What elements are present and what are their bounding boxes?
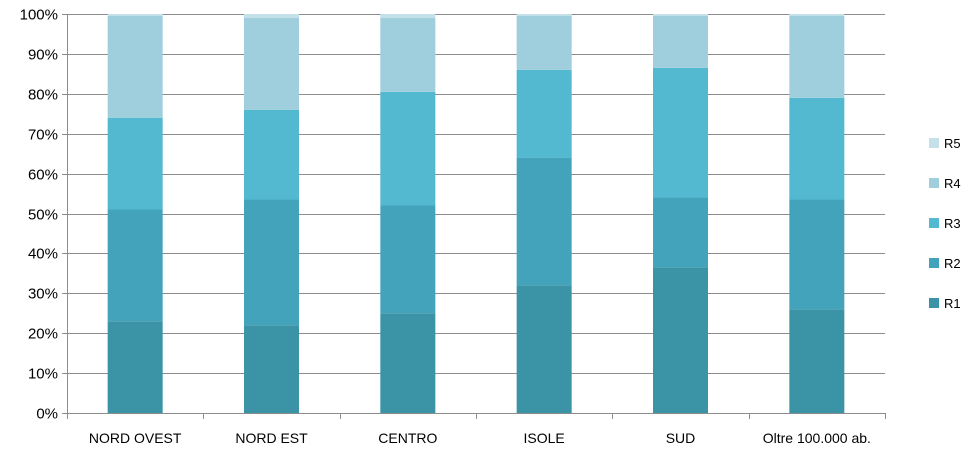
bar-segment-r4	[107, 15, 163, 118]
y-tick-label: 0%	[36, 406, 58, 423]
legend-label-r3: R3	[944, 216, 961, 231]
bar-segment-r3	[380, 91, 436, 206]
bar-segment-r5	[789, 14, 845, 16]
axes	[62, 14, 886, 419]
legend-swatch-r2	[929, 258, 939, 268]
legend-swatch-r4	[929, 178, 939, 188]
bar-segment-r3	[244, 109, 299, 200]
bar-segment-r1	[380, 313, 436, 413]
bar-segment-r3	[107, 117, 163, 210]
bar-segment-r2	[516, 157, 572, 286]
x-category-label: Oltre 100.000 ab.	[763, 430, 871, 446]
bar-segment-r4	[789, 15, 845, 98]
bar-segment-r3	[653, 67, 708, 198]
y-tick-label: 80%	[28, 87, 58, 104]
y-tick-label: 20%	[28, 326, 58, 343]
bar-segment-r3	[516, 69, 572, 158]
y-tick-label: 60%	[28, 167, 58, 184]
bar-segment-r5	[516, 14, 572, 16]
legend-swatch-r5	[929, 138, 939, 148]
bar-segment-r5	[107, 14, 163, 16]
bar-segment-r1	[244, 325, 299, 413]
bar-segment-r1	[107, 321, 163, 413]
y-tick-label: 90%	[28, 47, 58, 64]
y-tick-label: 30%	[28, 286, 58, 303]
gridlines	[67, 14, 885, 374]
bar-segment-r2	[653, 197, 708, 268]
y-tick-label: 10%	[28, 366, 58, 383]
bar-segment-r4	[516, 15, 572, 70]
x-category-label: ISOLE	[524, 430, 565, 446]
bar-segment-r4	[653, 15, 708, 68]
bar-segment-r3	[789, 97, 845, 200]
legend-label-r2: R2	[944, 256, 961, 271]
x-category-label: CENTRO	[378, 430, 437, 446]
bar-segment-r1	[789, 309, 845, 413]
bar-segment-r2	[789, 199, 845, 310]
bar-segment-r2	[380, 205, 436, 314]
bar-segment-r5	[653, 14, 708, 16]
legend: R5 R4 R3 R2 R1	[929, 136, 961, 311]
y-axis-tick-labels: 0% 10% 20% 30% 40% 50% 60% 70% 80% 90% 100%	[20, 7, 58, 423]
bar-segment-r4	[244, 17, 299, 110]
bar-segment-r1	[516, 285, 572, 413]
bar-segment-r4	[380, 17, 436, 92]
x-category-label: NORD EST	[235, 430, 308, 446]
x-axis-category-labels: NORD OVEST NORD EST CENTRO ISOLE SUD Oltre 10…	[89, 430, 871, 446]
bar-segment-r5	[380, 14, 436, 18]
x-category-label: NORD OVEST	[89, 430, 182, 446]
bar-segment-r5	[244, 14, 299, 18]
y-tick-label: 70%	[28, 127, 58, 144]
legend-label-r1: R1	[944, 296, 961, 311]
bar-segment-r2	[244, 199, 299, 326]
bars	[107, 14, 845, 413]
x-category-label: SUD	[666, 430, 696, 446]
bar-segment-r1	[653, 267, 708, 413]
bar-segment-r2	[107, 209, 163, 322]
legend-swatch-r3	[929, 218, 939, 228]
legend-label-r5: R5	[944, 136, 961, 151]
y-tick-label: 40%	[28, 246, 58, 263]
y-tick-label: 50%	[28, 207, 58, 224]
legend-swatch-r1	[929, 298, 939, 308]
y-tick-label: 100%	[20, 7, 58, 24]
legend-label-r4: R4	[944, 176, 961, 191]
